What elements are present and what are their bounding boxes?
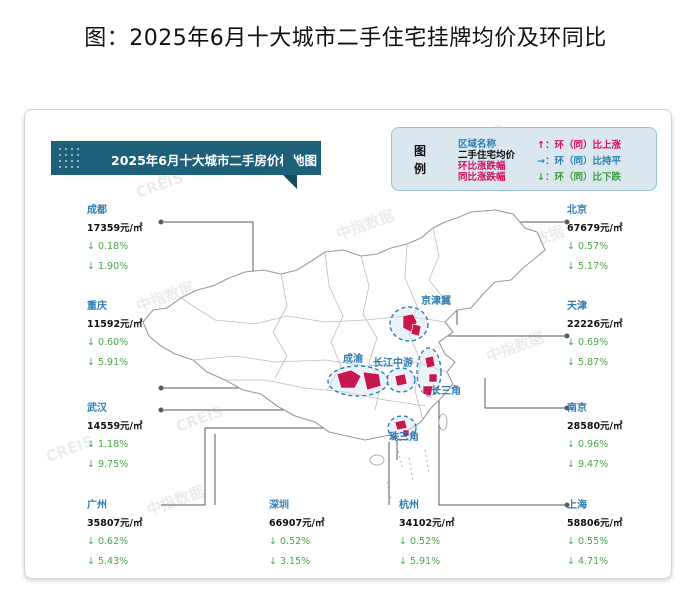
- map-card: CREIS 中指数据 中指数据 中指数据 中指数据 中指数据 中指数据 中指数据…: [24, 109, 672, 579]
- city-block-shenzhen: 深圳 66907元/㎡ ↓ 0.52% ↓ 3.15%: [269, 499, 389, 568]
- city-area-tianjin: [410, 323, 422, 337]
- city-price: 22226元/㎡: [567, 319, 623, 330]
- region-label-chengyu: 成渝: [343, 352, 364, 365]
- leader-line-shanghai: [438, 400, 567, 506]
- city-yoy: ↓ 3.15%: [269, 556, 311, 567]
- city-block-shanghai: 上海 58806元/㎡ ↓ 0.55% ↓ 4.71%: [567, 499, 671, 568]
- city-name: 北京: [567, 205, 587, 216]
- city-yoy: ↓ 5.17%: [567, 261, 609, 272]
- legend-trend-down: ↓：环（同）比下跌: [537, 172, 621, 183]
- legend-trend-flat: →：环（同）比持平: [537, 156, 621, 167]
- leader-line-tianjin: [444, 320, 567, 337]
- city-yoy: ↓ 5.87%: [567, 357, 609, 368]
- city-price: 34102元/㎡: [399, 518, 455, 529]
- china-outline: [142, 209, 546, 441]
- city-block-guangzhou: 广州 35807元/㎡ ↓ 0.62% ↓ 5.43%: [87, 499, 207, 568]
- city-name: 广州: [87, 500, 107, 511]
- city-block-hangzhou: 杭州 34102元/㎡ ↓ 0.52% ↓ 5.91%: [399, 499, 519, 568]
- city-mom: ↓ 0.96%: [567, 439, 609, 450]
- city-area-guangzhou: [394, 419, 408, 431]
- islands: [369, 413, 448, 501]
- city-mom: ↓ 0.52%: [399, 536, 441, 547]
- city-name: 上海: [567, 500, 587, 511]
- city-block-beijing: 北京 67679元/㎡ ↓ 0.57% ↓ 5.17%: [567, 204, 671, 273]
- city-area-wuhan: [394, 373, 408, 387]
- legend-name-yoy: 同比涨跌幅: [458, 172, 506, 183]
- region-labels: 京津冀 成渝 长江中游 长三角 珠三角: [343, 294, 461, 443]
- city-block-nanjing: 南京 28580元/㎡ ↓ 0.96% ↓ 9.47%: [567, 402, 671, 471]
- legend-name-region: 区域名称: [458, 139, 497, 150]
- legend-trends: ↑：环（同）比上涨 →：环（同）比持平 ↓：环（同）比下跌: [537, 138, 621, 186]
- city-name: 成都: [87, 205, 107, 216]
- region-label-changsanjiao: 长三角: [431, 384, 461, 397]
- city-yoy: ↓ 9.47%: [567, 459, 609, 470]
- legend-name-price: 二手住宅均价: [458, 150, 516, 161]
- map-banner: 2025年6月十大城市二手房价格地图: [51, 141, 321, 175]
- city-price: 14559元/㎡: [87, 421, 143, 432]
- city-price: 28580元/㎡: [567, 421, 623, 432]
- legend-key-1: 图: [414, 144, 427, 158]
- city-price: 35807元/㎡: [87, 518, 143, 529]
- banner-dots: [57, 146, 81, 170]
- city-price: 17359元/㎡: [87, 223, 143, 234]
- region-changsanjiao: [416, 347, 442, 397]
- city-mom: ↓ 0.62%: [87, 536, 129, 547]
- legend-box: 图 例 区域名称 二手住宅均价 环比涨跌幅 同比涨跌幅 ↑：环（同）比上涨 →：…: [391, 127, 657, 191]
- banner-tail: [283, 141, 305, 175]
- city-yoy: ↓ 1.90%: [87, 261, 129, 272]
- region-label-jingjinji: 京津冀: [421, 294, 451, 307]
- banner-title: 2025年6月十大城市二手房价格地图: [111, 153, 317, 168]
- city-block-chongqing: 重庆 11592元/㎡ ↓ 0.60% ↓ 5.91%: [87, 300, 207, 369]
- legend-key-2: 例: [414, 162, 427, 176]
- region-label-zhusanjiao: 珠三角: [389, 430, 419, 443]
- city-name: 重庆: [87, 301, 107, 312]
- city-mom: ↓ 0.69%: [567, 337, 609, 348]
- city-price: 67679元/㎡: [567, 223, 623, 234]
- banner-fold: [283, 175, 297, 189]
- city-area-nanjing: [424, 355, 436, 369]
- city-name: 天津: [567, 301, 587, 312]
- city-mom: ↓ 0.55%: [567, 536, 609, 547]
- city-yoy: ↓ 5.91%: [399, 556, 441, 567]
- leader-line-chengdu: [161, 221, 254, 280]
- page-title: 图：2025年6月十大城市二手住宅挂牌均价及环同比: [84, 26, 607, 51]
- city-area-hangzhou: [422, 385, 434, 397]
- city-yoy: ↓ 4.71%: [567, 556, 609, 567]
- city-mom: ↓ 0.57%: [567, 241, 609, 252]
- city-name: 南京: [567, 403, 587, 414]
- city-mom: ↓ 0.60%: [87, 337, 129, 348]
- city-areas: [336, 313, 438, 437]
- city-mom: ↓ 0.18%: [87, 241, 129, 252]
- city-price: 11592元/㎡: [87, 319, 143, 330]
- city-name: 深圳: [269, 500, 289, 511]
- city-yoy: ↓ 5.43%: [87, 556, 129, 567]
- province-borders: [180, 227, 448, 421]
- city-mom: ↓ 1.18%: [87, 439, 129, 450]
- city-name: 杭州: [399, 500, 419, 511]
- legend-names: 区域名称 二手住宅均价 环比涨跌幅 同比涨跌幅: [458, 139, 515, 183]
- city-name: 武汉: [87, 403, 107, 414]
- city-block-wuhan: 武汉 14559元/㎡ ↓ 1.18% ↓ 9.75%: [87, 402, 207, 471]
- legend-name-mom: 环比涨跌幅: [458, 161, 506, 172]
- city-yoy: ↓ 9.75%: [87, 459, 129, 470]
- city-area-shanghai: [428, 373, 438, 383]
- city-block-tianjin: 天津 22226元/㎡ ↓ 0.69% ↓ 5.87%: [567, 300, 671, 369]
- region-label-changjiang: 长江中游: [373, 356, 413, 369]
- city-price: 66907元/㎡: [269, 518, 325, 529]
- city-area-chengdu: [336, 369, 362, 389]
- legend-trend-up: ↑：环（同）比上涨: [537, 140, 621, 151]
- city-area-shenzhen: [402, 429, 410, 437]
- leader-line-nanjing: [484, 378, 567, 409]
- city-yoy: ↓ 5.91%: [87, 357, 129, 368]
- city-price: 58806元/㎡: [567, 518, 623, 529]
- city-mom: ↓ 0.52%: [269, 536, 311, 547]
- city-block-chengdu: 成都 17359元/㎡ ↓ 0.18% ↓ 1.90%: [87, 204, 207, 273]
- china-map: 京津冀 成渝 长江中游 长三角 珠三角: [142, 209, 570, 508]
- city-area-chongqing: [362, 371, 382, 391]
